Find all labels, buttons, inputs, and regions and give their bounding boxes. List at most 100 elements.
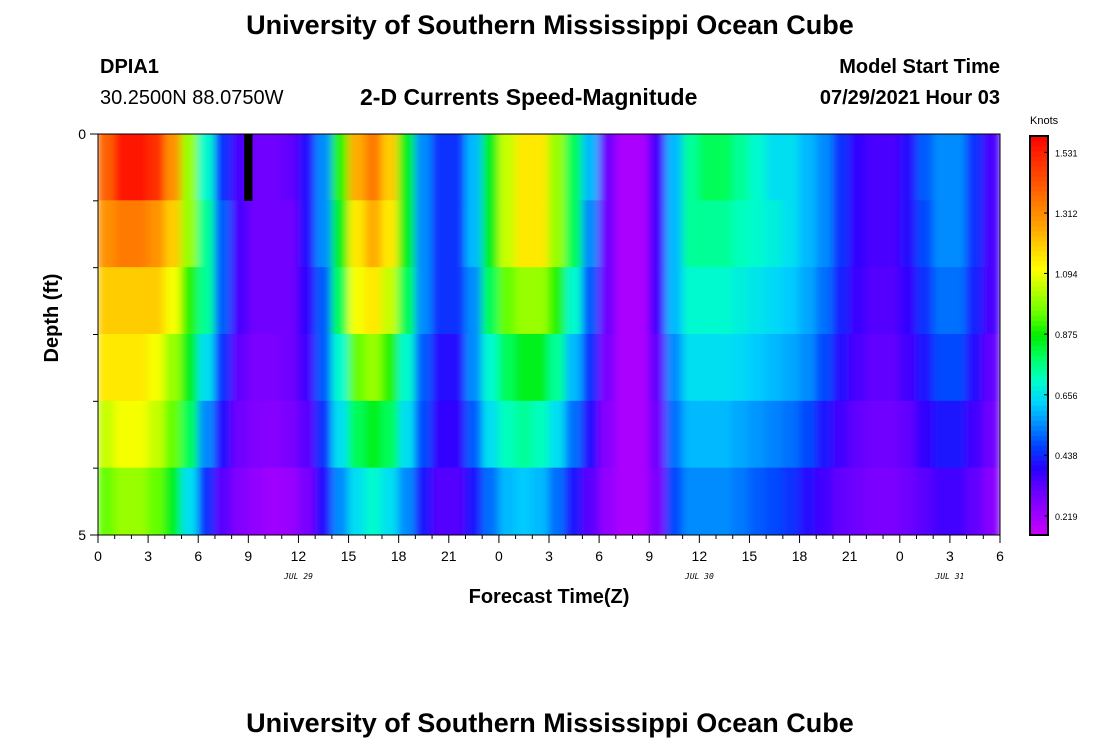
heatmap-cell <box>932 467 951 535</box>
heatmap-cell <box>398 400 417 469</box>
colorbar-band <box>1030 430 1048 436</box>
heatmap-cell <box>98 267 116 335</box>
heatmap-cell <box>264 200 283 269</box>
heatmap-cell <box>314 334 333 402</box>
colorbar-band <box>1030 190 1048 197</box>
heatmap-cell <box>665 467 684 535</box>
y-tick-label: 5 <box>78 527 86 543</box>
heatmap-cell <box>882 334 901 402</box>
heatmap-cell <box>264 467 283 535</box>
heatmap-cell <box>648 267 667 335</box>
heatmap-cells <box>98 134 1000 535</box>
heatmap-cell <box>448 200 467 269</box>
heatmap-cell <box>314 267 333 335</box>
heatmap-cell <box>348 267 366 335</box>
colorbar-tick-label: 1.312 <box>1055 209 1078 219</box>
heatmap-cell <box>515 467 533 535</box>
heatmap-cell <box>915 134 934 202</box>
heatmap-cell <box>531 400 550 469</box>
heatmap-cell <box>515 400 533 469</box>
footer-title: University of Southern Mississippi Ocean… <box>246 708 854 738</box>
heatmap-cell <box>632 400 650 469</box>
x-tick-label: 0 <box>896 548 904 564</box>
colorbar-band <box>1030 160 1048 167</box>
heatmap-cell <box>481 467 500 535</box>
colorbar-band <box>1030 485 1048 491</box>
heatmap-cell <box>448 267 467 335</box>
heatmap-cell <box>414 334 433 402</box>
heatmap-cell <box>231 200 250 269</box>
colorbar-band <box>1030 420 1048 426</box>
heatmap-cell <box>531 134 550 202</box>
colorbar-band <box>1030 250 1048 257</box>
heatmap-cell <box>114 134 133 202</box>
heatmap-cell <box>782 334 801 402</box>
heatmap-cell <box>414 467 433 535</box>
colorbar-band <box>1030 385 1048 391</box>
missing-data-cells <box>244 134 253 201</box>
heatmap-cell <box>231 267 250 335</box>
heatmap-cell <box>130 134 149 202</box>
heatmap-cell <box>732 400 751 469</box>
x-axis: 0 3 6 9 12 15 18 21 0 3 6 9 12 15 18 21 0 3 6 JUL 29 JUL 30 J… <box>94 534 1004 581</box>
heatmap-cell <box>715 334 734 402</box>
heatmap-cell <box>949 467 968 535</box>
heatmap-cell <box>364 267 383 335</box>
heatmap-cell <box>915 334 934 402</box>
heatmap-cell <box>882 134 901 202</box>
colorbar-band <box>1030 410 1048 416</box>
colorbar-band <box>1030 510 1048 516</box>
heatmap-cell <box>565 334 584 402</box>
heatmap-cell <box>581 467 600 535</box>
heatmap-cell <box>130 467 149 535</box>
heatmap-cell <box>331 467 350 535</box>
heatmap-cell <box>548 400 567 469</box>
colorbar-band <box>1030 215 1048 222</box>
heatmap-cell <box>381 400 400 469</box>
heatmap-cell <box>748 400 767 469</box>
heatmap-cell <box>98 400 116 469</box>
heatmap-cell <box>531 267 550 335</box>
heatmap-cell <box>398 334 417 402</box>
colorbar-band <box>1030 150 1048 157</box>
heatmap-cell <box>548 134 567 202</box>
heatmap-cell <box>765 400 784 469</box>
heatmap-cell <box>414 200 433 269</box>
colorbar-band <box>1030 395 1048 401</box>
x-tick-label: 12 <box>692 548 708 564</box>
station-id: DPIA1 <box>100 56 159 78</box>
model-start-time: 07/29/2021 Hour 03 <box>819 87 1000 109</box>
heatmap-cell <box>314 200 333 269</box>
heatmap-cell <box>281 467 300 535</box>
heatmap-cell <box>130 400 149 469</box>
colorbar-band <box>1030 460 1048 466</box>
heatmap-cell <box>281 267 300 335</box>
colorbar-band <box>1030 300 1048 307</box>
heatmap-cell <box>865 200 884 269</box>
heatmap-cell <box>565 200 584 269</box>
colorbar-tick-label: 1.094 <box>1055 269 1078 279</box>
x-tick-label: 0 <box>495 548 503 564</box>
heatmap-cell <box>698 267 717 335</box>
heatmap-cell <box>865 400 884 469</box>
heatmap-cell <box>147 400 166 469</box>
colorbar-band <box>1030 185 1048 192</box>
heatmap-cell <box>197 467 216 535</box>
colorbar-band <box>1030 515 1048 521</box>
colorbar-band <box>1030 195 1048 202</box>
heatmap-cell <box>314 134 333 202</box>
heatmap-cell <box>581 134 600 202</box>
heatmap-cell <box>698 134 717 202</box>
colorbar-band <box>1030 425 1048 431</box>
colorbar-band <box>1030 495 1048 501</box>
heatmap-cell <box>698 334 717 402</box>
heatmap-cell <box>548 267 567 335</box>
heatmap-cell <box>665 267 684 335</box>
colorbar-band <box>1030 415 1048 421</box>
heatmap-cell <box>130 334 149 402</box>
heatmap-cell <box>548 200 567 269</box>
heatmap-cell <box>364 467 383 535</box>
heatmap-cell <box>214 400 233 469</box>
x-tick-label: 6 <box>194 548 202 564</box>
heatmap-cell <box>915 467 934 535</box>
